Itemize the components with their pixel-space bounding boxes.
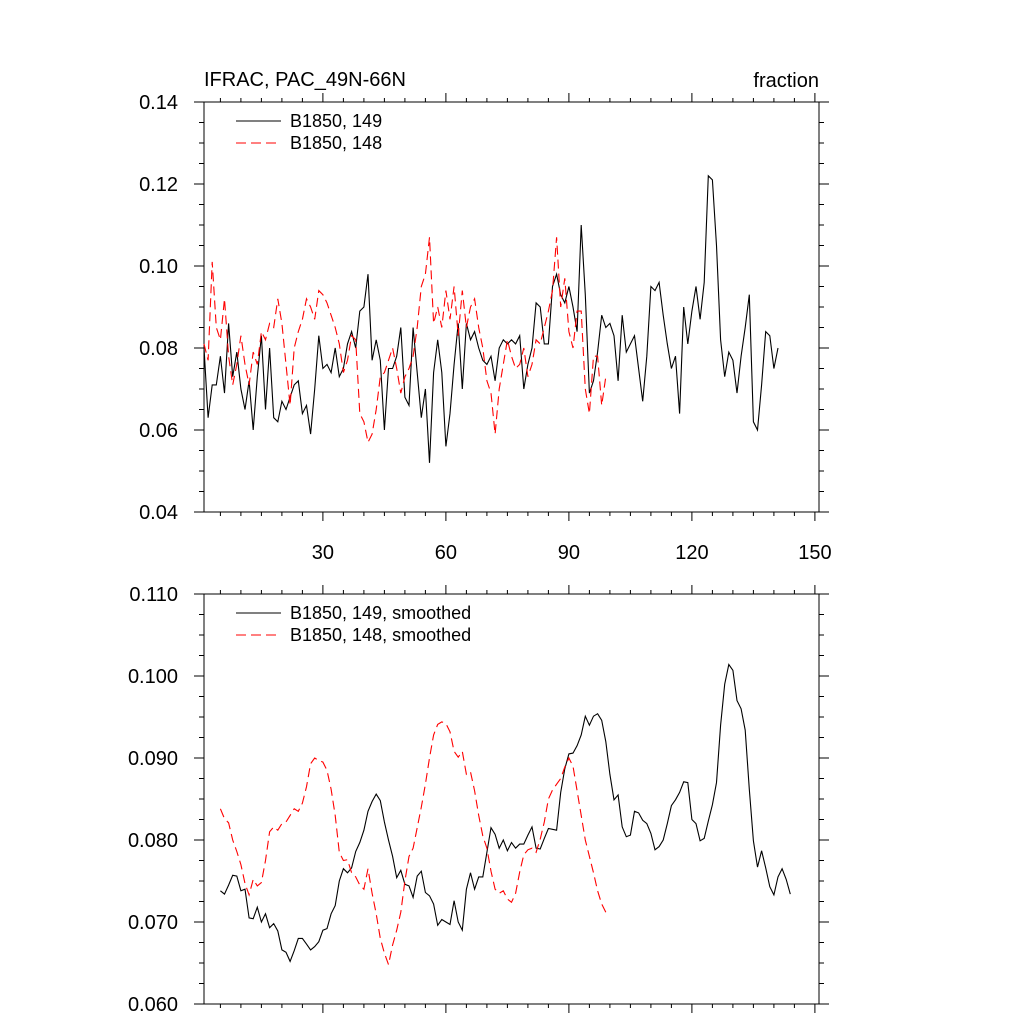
series-line-149 — [203, 174, 779, 463]
top-panel: IFRAC, PAC_49N-66N fraction 30 60 90 120 150… — [139, 69, 832, 564]
y-tick-label: 0.060 — [128, 994, 178, 1016]
top-ticks: 30 60 90 120 150 0.04 0.06 0.08 0.10 0.12 0.14 — [139, 92, 832, 564]
bottom-legend: B1850, 149, smoothed B1850, 148, smoothe… — [236, 603, 471, 645]
y-tick-label: 0.100 — [128, 666, 178, 688]
bottom-legend-label-149: B1850, 149, smoothed — [290, 603, 471, 623]
top-chart-title: IFRAC, PAC_49N-66N — [204, 69, 406, 91]
y-tick-label: 0.090 — [128, 748, 178, 770]
y-tick-label: 0.14 — [139, 92, 178, 114]
y-tick-label: 0.070 — [128, 912, 178, 934]
top-legend-label-148: B1850, 148 — [290, 133, 382, 153]
series-line-148 — [203, 237, 607, 444]
y-tick-label: 0.10 — [139, 256, 178, 278]
y-tick-label: 0.110 — [129, 584, 178, 606]
bottom-legend-label-148: B1850, 148, smoothed — [290, 625, 471, 645]
y-tick-label: 0.06 — [139, 420, 178, 442]
x-tick-label: 30 — [312, 542, 334, 564]
y-tick-label: 0.12 — [139, 174, 178, 196]
x-tick-label: 150 — [798, 542, 831, 564]
x-tick-label: 90 — [558, 542, 580, 564]
x-tick-label: 60 — [435, 542, 457, 564]
bottom-ticks: 0.060 0.070 0.080 0.090 0.100 0.110 — [128, 584, 829, 1016]
top-plot-frame — [203, 101, 820, 513]
top-legend-label-149: B1850, 149 — [290, 111, 382, 131]
top-series-lines — [203, 174, 779, 463]
x-tick-label: 120 — [675, 542, 708, 564]
y-tick-label: 0.04 — [139, 502, 178, 524]
y-tick-label: 0.08 — [139, 338, 178, 360]
y-tick-label: 0.080 — [128, 830, 178, 852]
bottom-series-lines — [219, 663, 791, 967]
top-units-label: fraction — [753, 70, 819, 92]
series-line-148 — [219, 721, 607, 967]
series-line-149 — [220, 663, 791, 963]
bottom-plot-frame — [203, 593, 820, 1005]
top-legend: B1850, 149 B1850, 148 — [236, 111, 382, 153]
bottom-panel: 0.060 0.070 0.080 0.090 0.100 0.110 B1850, 14… — [128, 584, 829, 1016]
